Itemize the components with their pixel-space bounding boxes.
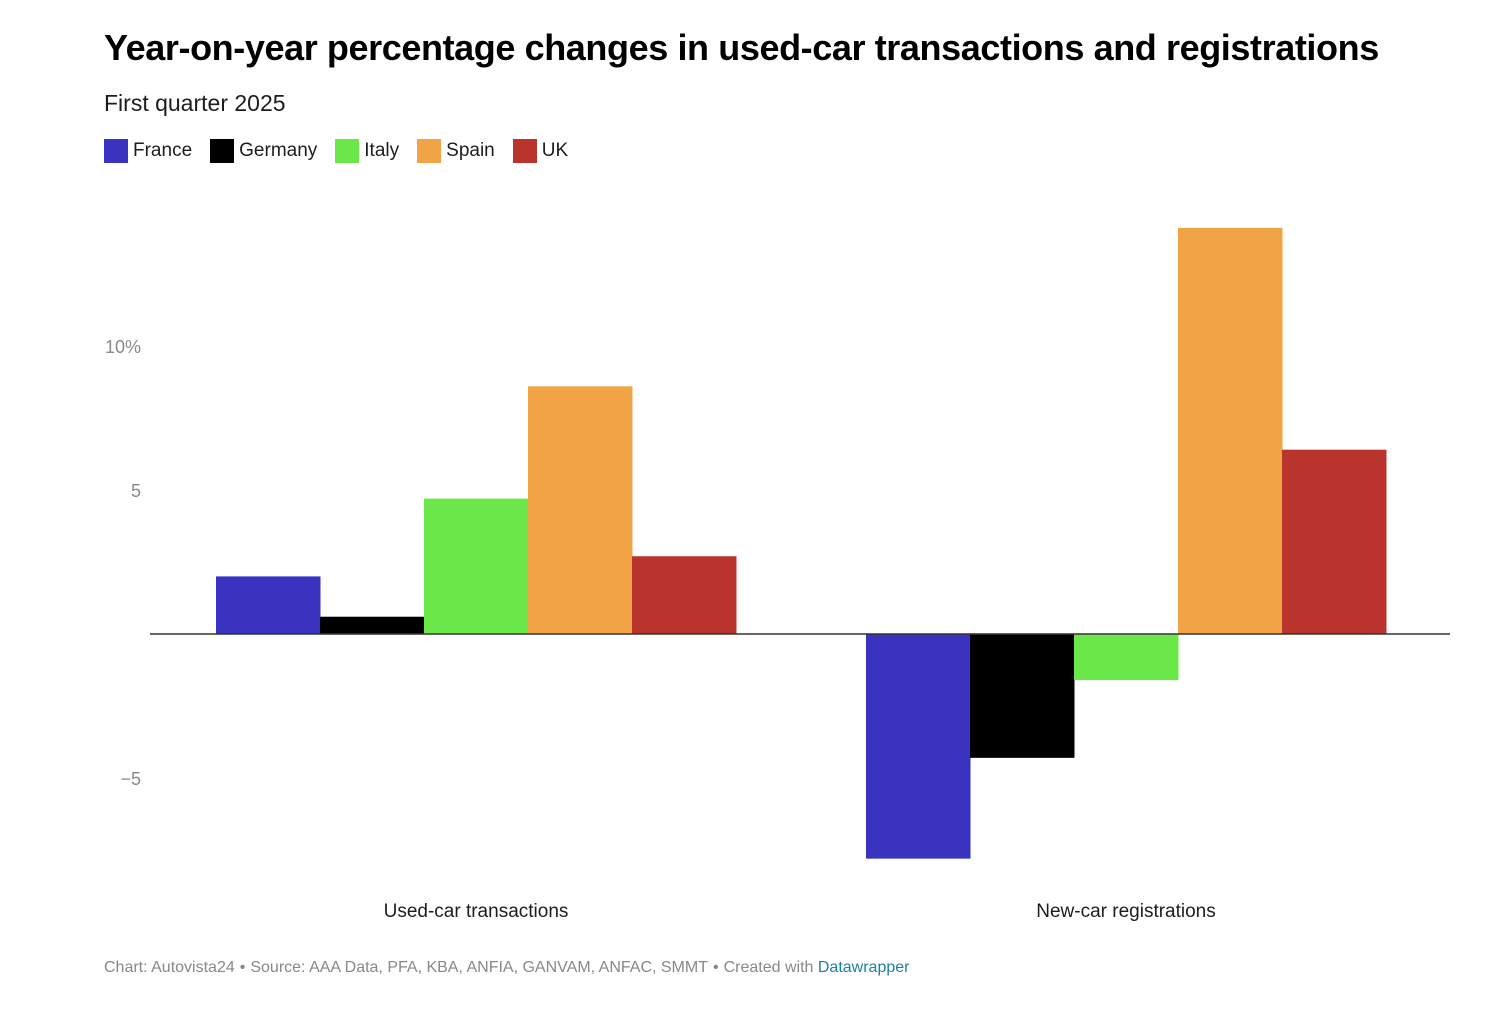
legend-label: Spain	[446, 140, 495, 161]
legend-swatch	[335, 139, 360, 163]
footer-separator: •	[712, 959, 719, 976]
x-category-label: New-car registrations	[1036, 901, 1216, 922]
bar-uk-new-car-registrations	[1282, 449, 1387, 634]
chart-footer: Chart: Autovista24 • Source: AAA Data, PFA…	[104, 957, 909, 979]
bar-spain-new-car-registrations	[1178, 227, 1283, 635]
y-tick-label: −5	[120, 769, 141, 789]
legend-swatch	[512, 139, 537, 163]
bar-italy-used-car-transactions	[424, 498, 529, 634]
legend-label: France	[133, 140, 193, 161]
bar-germany-used-car-transactions	[320, 616, 425, 634]
bar-france-new-car-registrations	[866, 634, 971, 859]
legend-item-france: France	[104, 139, 192, 163]
chart-credit: Chart: Autovista24	[104, 959, 235, 976]
chart-title: Year-on-year percentage changes in used-…	[104, 27, 1379, 68]
legend-item-germany: Germany	[210, 139, 317, 163]
legend-swatch	[104, 139, 128, 163]
x-category-label: Used-car transactions	[384, 901, 569, 922]
legend-label: Germany	[239, 140, 318, 161]
bar-france-used-car-transactions	[216, 576, 321, 634]
bar-uk-used-car-transactions	[632, 556, 737, 634]
legend: France Germany Italy Spain UK	[104, 138, 586, 164]
bar-spain-used-car-transactions	[528, 386, 633, 634]
footer-separator: •	[239, 959, 246, 976]
bar-germany-new-car-registrations	[970, 634, 1075, 758]
datawrapper-link[interactable]: Datawrapper	[817, 959, 910, 976]
legend-swatch	[210, 139, 235, 163]
y-tick-label: 5	[131, 481, 141, 501]
bar-italy-new-car-registrations	[1074, 634, 1179, 681]
legend-label: UK	[541, 140, 569, 161]
legend-item-uk: UK	[512, 139, 569, 163]
chart-subtitle: First quarter 2025	[104, 90, 286, 116]
legend-label: Italy	[364, 140, 400, 161]
y-tick-label: 10%	[105, 337, 141, 357]
legend-swatch	[417, 139, 442, 163]
legend-item-spain: Spain	[417, 139, 495, 163]
chart-source: Source: AAA Data, PFA, KBA, ANFIA, GANVA…	[250, 959, 708, 976]
legend-item-italy: Italy	[335, 139, 399, 163]
created-with-text: Created with	[723, 959, 814, 976]
